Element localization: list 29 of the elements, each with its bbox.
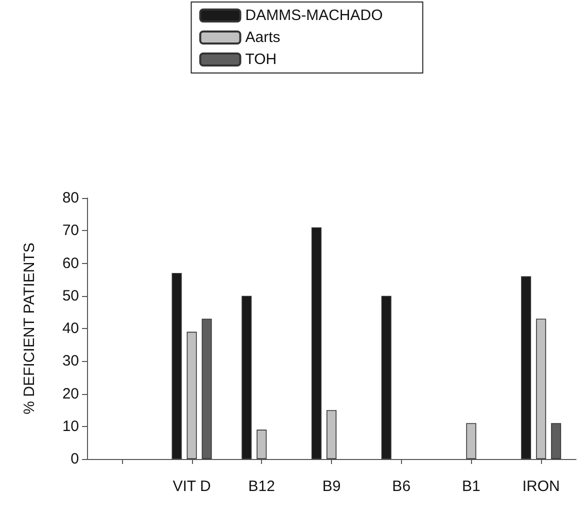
legend-label: TOH [245,51,277,68]
bar [186,332,197,459]
x-tick-label: B1 [462,478,480,495]
x-tick-label: B9 [322,478,341,495]
y-tick-label: 60 [62,254,79,272]
x-tick-label: B6 [392,478,411,495]
bar [521,276,532,459]
y-tick-label: 30 [62,352,79,370]
legend-label: DAMMS-MACHADO [245,7,383,24]
y-axis-title: % DEFICIENT PATIENTS [21,242,38,414]
bar [466,423,476,459]
y-tick-label: 0 [70,450,79,468]
bar [312,227,322,459]
y-tick-label: 50 [62,287,79,304]
legend-label: Aarts [245,29,280,46]
y-tick-label: 70 [62,222,79,240]
y-tick-label: 40 [62,320,79,337]
y-tick-label: 10 [62,418,79,435]
y-tick-label: 80 [62,190,79,206]
bar [242,296,252,459]
bar [536,318,546,459]
bar [172,273,182,459]
y-tick-label: 20 [62,385,79,402]
bar [326,410,336,459]
x-tick-label: IRON [522,478,560,495]
bar [381,296,392,459]
bar [256,430,267,459]
x-tick-label: VIT D [172,478,211,495]
x-tick-label: B12 [248,478,275,495]
